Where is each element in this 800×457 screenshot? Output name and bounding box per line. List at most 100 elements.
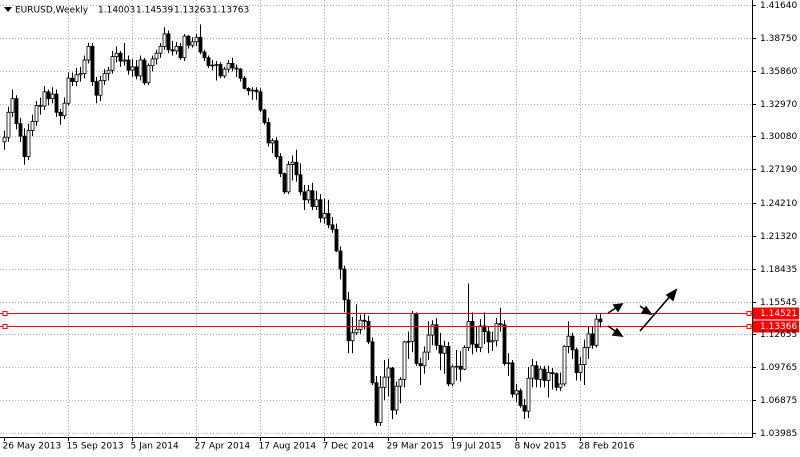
candle-body	[306, 190, 311, 201]
x-tick-label: 29 Mar 2015	[387, 442, 444, 452]
candle-body	[542, 368, 547, 381]
candle-body	[402, 341, 407, 380]
candle-body	[494, 323, 499, 342]
candle-body	[266, 122, 271, 144]
x-tick-label: 17 Aug 2014	[259, 442, 317, 452]
candle-body	[142, 59, 147, 84]
candle-body	[22, 135, 27, 158]
candle-body	[54, 93, 59, 113]
candle-body	[250, 89, 255, 92]
candle-body	[534, 365, 539, 380]
candle-body	[574, 349, 579, 373]
candle-body	[110, 56, 115, 71]
ohlc-open: 1.14003	[98, 6, 135, 16]
candle-body	[146, 65, 151, 84]
menu-triangle[interactable]	[4, 7, 12, 12]
candle-body	[286, 164, 291, 193]
candle-body	[234, 67, 239, 70]
candle-body	[242, 77, 247, 89]
candle-body	[150, 58, 155, 67]
candle-body	[362, 319, 367, 322]
candle-body	[62, 102, 67, 117]
candle-body	[514, 390, 519, 395]
candle-body	[254, 89, 259, 93]
candle-body	[462, 347, 467, 370]
candle-body	[10, 98, 15, 113]
candle-body	[594, 318, 599, 346]
candle-body	[430, 324, 435, 336]
candle-body	[410, 313, 415, 342]
candle-body	[406, 340, 411, 343]
candle-body	[506, 362, 511, 365]
y-tick-label: 1.27190	[760, 165, 797, 175]
candle-body	[202, 51, 207, 59]
candle-body	[386, 367, 391, 378]
candle-body	[522, 405, 527, 412]
overlay: 1.14521 1.13366	[0, 307, 799, 333]
y-tick-label: 1.15545	[760, 298, 797, 308]
candle-body	[270, 140, 275, 144]
candle-body	[210, 64, 215, 67]
candle-body	[546, 372, 551, 381]
y-tick-label: 1.41640	[760, 1, 797, 11]
x-tick-label: 26 May 2013	[3, 442, 62, 452]
candle-body	[490, 340, 495, 343]
candle-body	[258, 91, 263, 111]
candle-body	[262, 109, 267, 123]
candle-body	[314, 199, 319, 208]
candle-body	[206, 57, 211, 67]
candle-body	[358, 319, 363, 330]
candle-body	[374, 382, 379, 423]
candle-body	[278, 156, 283, 175]
candle-body	[466, 321, 471, 348]
level-handle	[2, 324, 8, 329]
candle-body	[526, 377, 531, 412]
y-tick-label: 1.06875	[760, 396, 797, 406]
candle-body	[442, 346, 447, 354]
candle-body	[114, 52, 119, 57]
candle-body	[538, 368, 543, 380]
y-tick-label: 1.09765	[760, 363, 797, 373]
candle-body	[82, 59, 87, 75]
level-handle	[2, 311, 8, 316]
candle-body	[238, 68, 243, 79]
y-tick-label: 1.12655	[760, 330, 797, 340]
x-tick-label: 19 Jul 2015	[451, 442, 502, 452]
forecast-arrows	[607, 288, 678, 337]
candle-body	[134, 66, 139, 77]
candle-body	[346, 299, 351, 342]
candle-body	[310, 190, 315, 208]
candle-body	[118, 52, 123, 62]
candle-body	[334, 228, 339, 252]
candle-body	[566, 335, 571, 347]
candle-body	[446, 346, 451, 385]
y-tick-label: 1.03985	[760, 429, 797, 439]
candle-body	[438, 344, 443, 354]
candle-body	[106, 69, 111, 75]
candle-body	[158, 45, 163, 54]
candle-body	[38, 105, 43, 107]
candle-body	[398, 378, 403, 387]
candle-body	[298, 174, 303, 193]
candle-body	[58, 111, 63, 117]
candle-body	[282, 173, 287, 193]
candle-body	[2, 136, 7, 143]
candle-body	[454, 365, 459, 368]
candle-body	[414, 313, 419, 364]
candle-body	[6, 111, 11, 138]
candle-body	[170, 49, 175, 52]
candle-body	[50, 93, 55, 100]
candle-body	[458, 365, 463, 370]
candle-body	[418, 363, 423, 367]
candle-body	[598, 318, 603, 323]
candle-body	[194, 36, 199, 43]
x-tick-label: 27 Apr 2014	[195, 442, 251, 452]
candle-body	[198, 36, 203, 53]
candle-body	[318, 199, 323, 219]
candle-body	[394, 385, 399, 411]
candle-body	[582, 347, 587, 366]
candle-body	[322, 213, 327, 219]
level-label-bg	[753, 320, 799, 333]
candle-body	[498, 323, 503, 326]
candle-body	[186, 35, 191, 46]
